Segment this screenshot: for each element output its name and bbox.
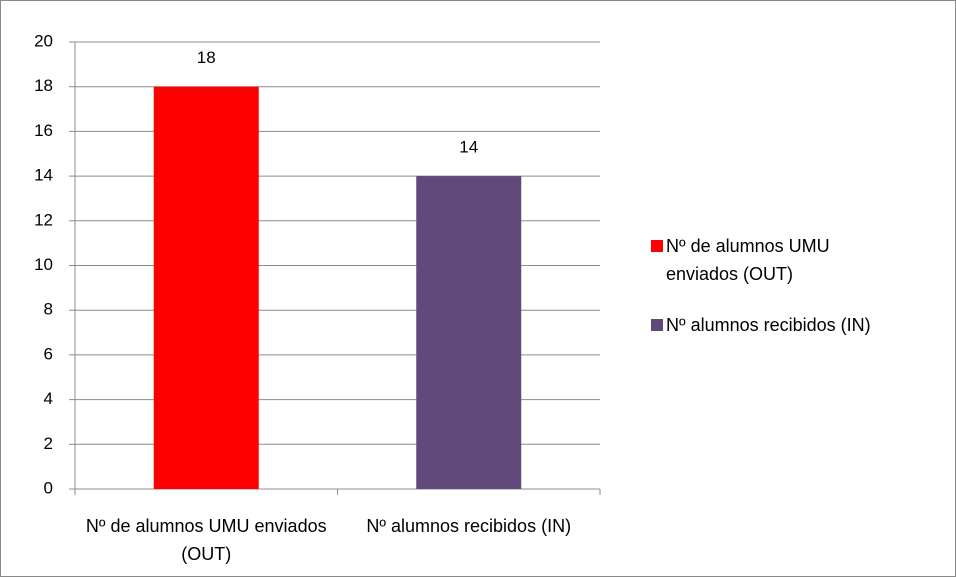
y-tick-label: 0: [44, 478, 53, 497]
y-tick-label: 2: [44, 434, 53, 453]
bar: [153, 86, 259, 489]
legend-swatch: [651, 319, 663, 331]
y-tick-label: 10: [34, 255, 53, 274]
legend-label: Nº alumnos recibidos (IN): [666, 315, 871, 335]
x-tick-label: Nº alumnos recibidos (IN): [366, 516, 572, 536]
y-tick-label: 16: [34, 121, 53, 140]
data-label: 14: [459, 138, 478, 157]
y-tick-label: 8: [44, 300, 53, 319]
y-tick-label: 6: [44, 344, 53, 363]
legend-label: Nº de alumnos UMU enviados (OUT): [666, 236, 830, 284]
y-tick-label: 18: [34, 76, 53, 95]
y-tick-label: 20: [34, 31, 53, 50]
y-tick-label: 12: [34, 210, 53, 229]
data-label: 18: [197, 48, 216, 67]
legend-swatch: [651, 240, 663, 252]
y-tick-label: 14: [34, 166, 53, 185]
y-tick-label: 4: [44, 389, 53, 408]
x-tick-label: Nº de alumnos UMU enviados (OUT): [85, 516, 327, 564]
bar: [416, 176, 522, 489]
